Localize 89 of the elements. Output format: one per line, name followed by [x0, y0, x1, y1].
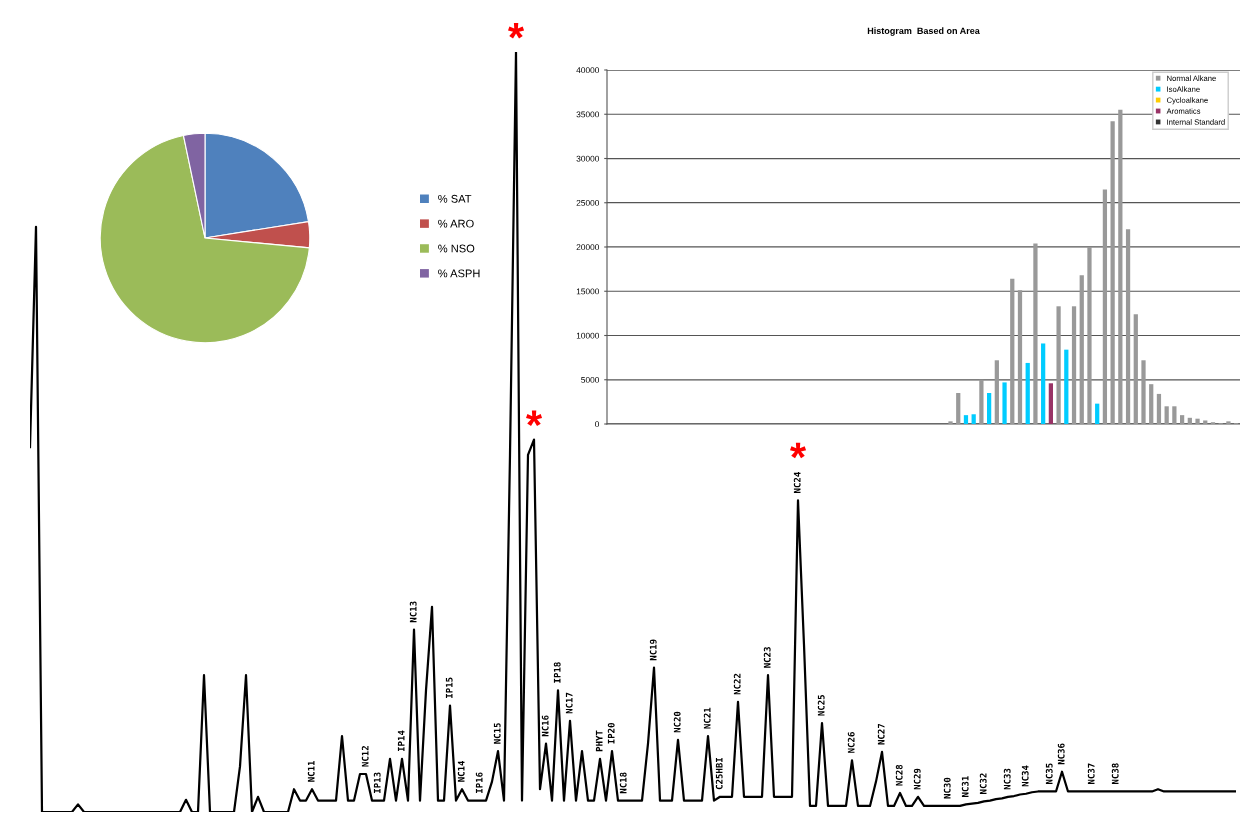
y-tick-label: 15000 — [576, 288, 600, 295]
bar — [1048, 383, 1053, 424]
y-tick-label: 40000 — [576, 67, 600, 74]
x-tick-label: NC28 — [895, 764, 903, 786]
bar — [986, 393, 992, 424]
x-tick-label: NC20 — [673, 711, 681, 733]
bar — [1156, 393, 1162, 424]
x-tick-label: NC13 — [409, 601, 417, 623]
bar — [1179, 415, 1185, 424]
bar — [1164, 406, 1169, 424]
bar — [1056, 306, 1061, 424]
y-tick-label: 30000 — [576, 155, 600, 162]
bar — [1149, 384, 1154, 424]
bar — [994, 360, 999, 424]
x-tick-label: IP16 — [475, 772, 483, 793]
bar — [1079, 275, 1084, 424]
x-tick-label: NC14 — [457, 760, 465, 782]
x-tick-label: PHYT — [595, 730, 603, 752]
bar — [963, 415, 969, 424]
y-tick-label: 35000 — [576, 111, 600, 118]
x-tick-label: NC25 — [817, 695, 825, 716]
x-tick-label: NC30 — [943, 777, 951, 799]
bar — [948, 421, 953, 424]
y-tick-label: 10000 — [576, 332, 600, 339]
x-tick-label: NC21 — [703, 707, 711, 729]
bar — [1087, 247, 1092, 424]
bar — [1110, 121, 1115, 424]
bar — [1010, 278, 1015, 424]
bar — [1002, 382, 1007, 424]
bar — [1041, 343, 1046, 424]
y-tick-label: 20000 — [576, 244, 600, 251]
bar — [1017, 290, 1023, 424]
legend-label: % NSO — [438, 244, 475, 253]
x-tick-label: NC33 — [1003, 768, 1011, 790]
y-tick-label: 5000 — [581, 376, 600, 383]
x-tick-label: NC12 — [361, 746, 369, 767]
bar — [979, 379, 984, 424]
x-tick-label: IP15 — [445, 677, 453, 698]
bar — [1071, 306, 1077, 424]
x-tick-label: NC31 — [961, 776, 969, 797]
x-tick-label: NC36 — [1057, 743, 1065, 765]
bar — [971, 414, 976, 424]
x-tick-label: NC38 — [1111, 763, 1119, 785]
bar — [956, 393, 961, 424]
bar — [1133, 314, 1138, 424]
y-tick-label: 0 — [595, 421, 600, 428]
pie-slice — [99, 134, 310, 344]
annotation: * — [526, 410, 543, 427]
x-tick-label: NC24 — [793, 472, 801, 493]
x-tick-label: NC23 — [763, 647, 771, 668]
x-tick-label: NC27 — [877, 723, 885, 745]
bar — [1025, 362, 1030, 424]
x-tick-label: NC22 — [733, 673, 741, 695]
bar — [1064, 349, 1069, 424]
x-tick-label: IP18 — [553, 662, 561, 683]
x-tick-label: NC32 — [979, 773, 987, 794]
bar — [1033, 243, 1038, 424]
x-tick-label: NC11 — [307, 760, 315, 782]
x-tick-label: IP14 — [397, 730, 405, 752]
x-tick-label: NC16 — [541, 715, 549, 737]
legend-label: % ASPH — [438, 269, 480, 278]
x-tick-label: NC29 — [913, 768, 921, 790]
bar — [1141, 360, 1146, 424]
x-tick-label: NC19 — [649, 639, 657, 661]
y-tick-label: 25000 — [576, 199, 600, 206]
bar — [1226, 421, 1231, 424]
x-tick-label: C25HBI — [715, 758, 723, 790]
x-tick-label: NC37 — [1087, 763, 1095, 785]
bar — [1102, 189, 1108, 424]
x-tick-label: IP13 — [373, 772, 381, 793]
bar — [1187, 417, 1192, 424]
legend-label: % ARO — [438, 219, 474, 228]
legend-label: % SAT — [438, 194, 472, 203]
chart-title: Histogram Based on Area — [867, 27, 980, 36]
x-tick-label: NC18 — [619, 772, 627, 794]
x-tick-label: NC17 — [565, 692, 573, 714]
annotation: * — [508, 23, 525, 39]
x-tick-label: NC34 — [1021, 765, 1029, 787]
x-tick-label: IP20 — [607, 723, 615, 744]
bar — [1125, 229, 1131, 424]
bar — [1172, 406, 1177, 424]
x-tick-label: NC35 — [1045, 763, 1053, 785]
bar — [1203, 420, 1208, 424]
bar — [1118, 109, 1123, 424]
bar — [1095, 403, 1100, 424]
x-tick-label: NC26 — [847, 732, 855, 753]
bar — [1195, 418, 1200, 424]
annotation: * — [790, 442, 807, 459]
x-tick-label: NC15 — [493, 723, 501, 744]
